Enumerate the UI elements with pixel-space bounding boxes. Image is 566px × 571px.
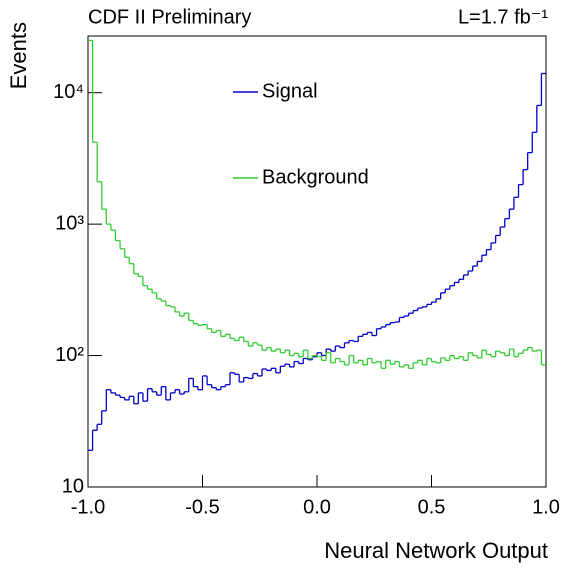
x-axis-label: Neural Network Output — [324, 538, 548, 563]
chart-title: CDF II Preliminary — [88, 6, 251, 28]
x-tick-label: -1.0 — [71, 496, 105, 518]
x-tick-label: -0.5 — [185, 496, 219, 518]
y-tick-label: 10 — [62, 475, 84, 497]
x-tick-label: 1.0 — [532, 496, 560, 518]
chart-subtitle: L=1.7 fb⁻¹ — [458, 6, 548, 28]
y-tick-label: 10⁴ — [53, 81, 84, 103]
y-tick-label: 10² — [55, 344, 84, 366]
y-tick-label: 10³ — [55, 212, 84, 234]
x-tick-label: 0.0 — [303, 496, 331, 518]
legend-label: Signal — [262, 80, 318, 102]
y-axis-label: Events — [6, 22, 31, 89]
legend-label: Background — [262, 166, 369, 188]
x-tick-label: 0.5 — [418, 496, 446, 518]
